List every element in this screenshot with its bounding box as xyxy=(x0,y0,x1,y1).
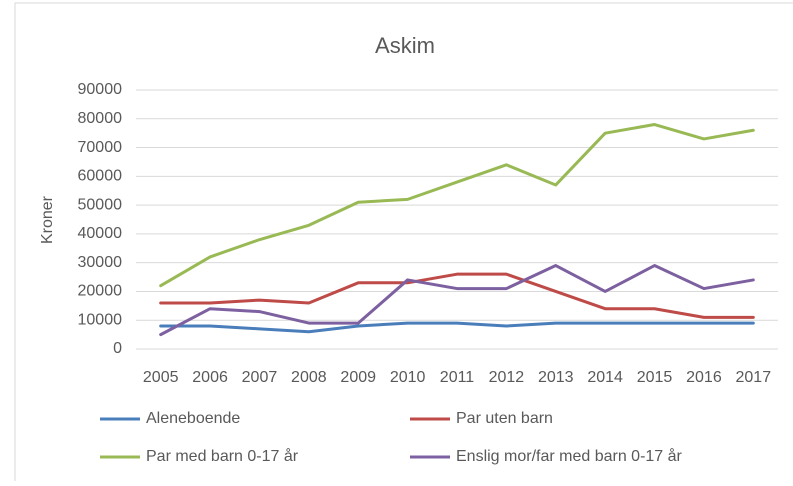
x-tick-label: 2015 xyxy=(637,369,673,386)
y-tick-label: 50000 xyxy=(78,196,123,213)
x-tick-label: 2006 xyxy=(192,369,228,386)
x-tick-label: 2008 xyxy=(291,369,327,386)
legend-label: Aleneboende xyxy=(146,410,240,427)
line-series xyxy=(159,272,755,319)
x-tick-label: 2005 xyxy=(143,369,179,386)
x-tick-label: 2013 xyxy=(538,369,574,386)
y-tick-label: 70000 xyxy=(78,139,123,156)
x-tick-label: 2016 xyxy=(686,369,722,386)
line-series xyxy=(159,264,755,337)
y-tick-label: 30000 xyxy=(78,254,123,271)
y-axis-label: Kroner xyxy=(39,195,56,244)
legend-label: Par uten barn xyxy=(456,410,553,427)
x-tick-label: 2007 xyxy=(242,369,278,386)
x-tick-label: 2010 xyxy=(390,369,426,386)
y-tick-label: 80000 xyxy=(78,110,123,127)
x-tick-label: 2014 xyxy=(587,369,623,386)
y-tick-label: 0 xyxy=(113,340,122,357)
chart-frame xyxy=(14,2,793,486)
x-tick-label: 2012 xyxy=(489,369,525,386)
y-tick-label: 40000 xyxy=(78,225,123,242)
y-tick-label: 20000 xyxy=(78,283,123,300)
y-tick-label: 10000 xyxy=(78,311,123,328)
legend-label: Enslig mor/far med barn 0-17 år xyxy=(456,447,683,465)
x-tick-label: 2009 xyxy=(340,369,376,386)
y-tick-label: 60000 xyxy=(78,168,123,185)
line-series xyxy=(159,321,755,334)
chart-title: Askim xyxy=(375,33,435,58)
line-series xyxy=(159,123,755,288)
legend-label: Par med barn 0-17 år xyxy=(146,447,299,465)
x-tick-label: 2017 xyxy=(736,369,772,386)
y-tick-label: 90000 xyxy=(78,81,123,98)
x-tick-label: 2011 xyxy=(440,369,475,386)
